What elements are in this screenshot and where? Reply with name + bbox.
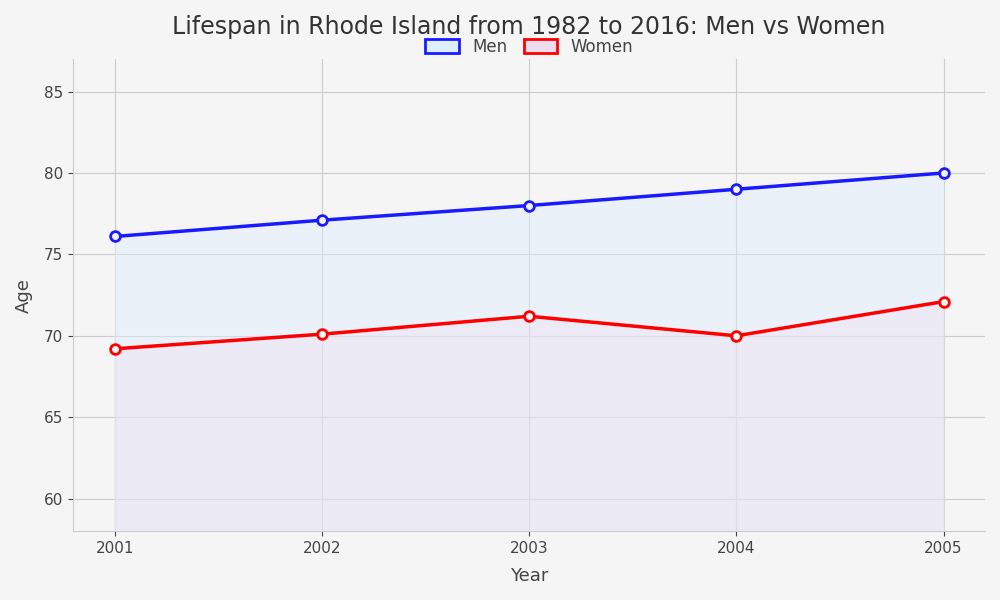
X-axis label: Year: Year <box>510 567 548 585</box>
Y-axis label: Age: Age <box>15 278 33 313</box>
Title: Lifespan in Rhode Island from 1982 to 2016: Men vs Women: Lifespan in Rhode Island from 1982 to 20… <box>172 15 886 39</box>
Legend: Men, Women: Men, Women <box>417 29 641 64</box>
